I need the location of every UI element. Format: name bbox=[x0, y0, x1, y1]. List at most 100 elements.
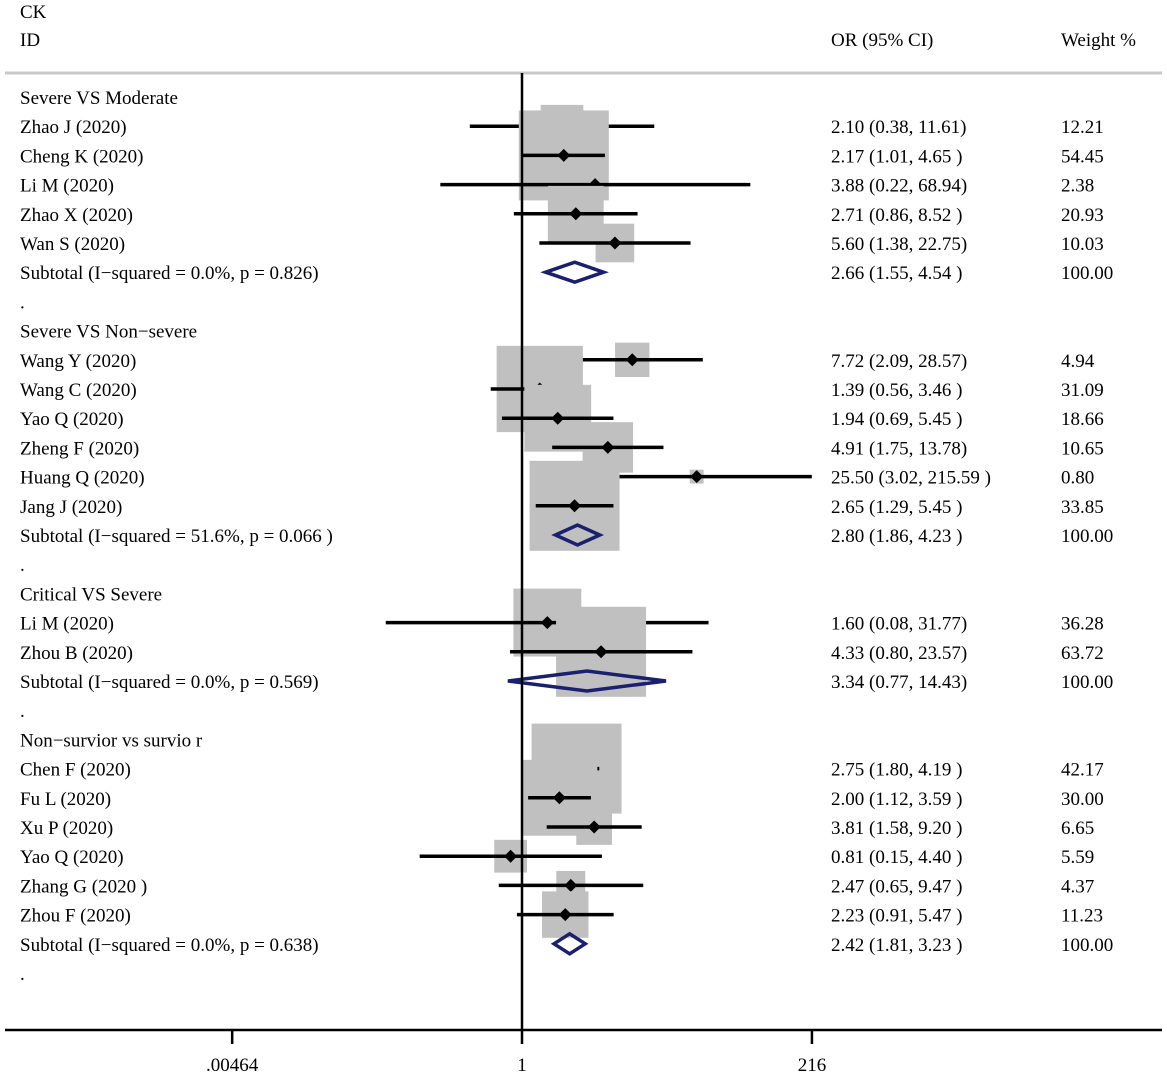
study-or-ci: 2.75 (1.80, 4.19 ) bbox=[831, 760, 962, 781]
point-estimate bbox=[551, 411, 565, 425]
study-weight: 63.72 bbox=[1061, 643, 1104, 664]
study-label: Zhou B (2020) bbox=[20, 643, 133, 664]
rows-layer: Severe VS Moderate Zhao J (2020) 2.10 (0.3… bbox=[20, 88, 1113, 985]
group-header: Non−survior vs survio r bbox=[20, 730, 203, 751]
study-weight: 36.28 bbox=[1061, 614, 1104, 635]
subtotal-diamond bbox=[550, 931, 589, 956]
study-or-ci: 1.94 (0.69, 5.45 ) bbox=[831, 409, 962, 430]
study-label: Zheng F (2020) bbox=[20, 438, 139, 459]
study-weight: 33.85 bbox=[1061, 497, 1104, 518]
study-label: Xu P (2020) bbox=[20, 818, 113, 839]
study-label: Zhang G (2020 ) bbox=[20, 876, 147, 897]
subtotal-weight: 100.00 bbox=[1061, 526, 1113, 547]
study-label: Jang J (2020) bbox=[20, 497, 122, 518]
point-estimate bbox=[568, 499, 582, 513]
x-tick-label: 1 bbox=[517, 1055, 527, 1074]
study-weight: 5.59 bbox=[1061, 847, 1094, 868]
group-separator: . bbox=[20, 964, 25, 985]
study-or-ci: 1.39 (0.56, 3.46 ) bbox=[831, 380, 962, 401]
x-tick-label: 216 bbox=[798, 1055, 827, 1074]
point-estimate bbox=[558, 908, 572, 922]
study-weight: 42.17 bbox=[1061, 760, 1104, 781]
study-weight: 10.03 bbox=[1061, 234, 1104, 255]
study-or-ci: 2.00 (1.12, 3.59 ) bbox=[831, 789, 962, 810]
study-label: Yao Q (2020) bbox=[20, 409, 124, 430]
point-estimate bbox=[557, 148, 571, 162]
study-or-ci: 2.23 (0.91, 5.47 ) bbox=[831, 906, 962, 927]
study-or-ci: 2.10 (0.38, 11.61) bbox=[831, 117, 966, 138]
group-separator: . bbox=[20, 555, 25, 576]
study-or-ci: 1.60 (0.08, 31.77) bbox=[831, 614, 967, 635]
study-weight: 2.38 bbox=[1061, 176, 1094, 197]
subtotal-or-ci: 2.42 (1.81, 3.23 ) bbox=[831, 935, 962, 956]
point-estimate bbox=[608, 236, 622, 250]
study-label: Wang Y (2020) bbox=[20, 351, 136, 372]
group-separator: . bbox=[20, 292, 25, 313]
study-label: Cheng K (2020) bbox=[20, 146, 143, 167]
study-or-ci: 2.71 (0.86, 8.52 ) bbox=[831, 205, 962, 226]
point-estimate bbox=[601, 440, 615, 454]
study-weight: 4.37 bbox=[1061, 876, 1094, 897]
subtotal-weight: 100.00 bbox=[1061, 935, 1113, 956]
study-weight: 31.09 bbox=[1061, 380, 1104, 401]
x-axis-ticks: .00464 1 216 bbox=[206, 1030, 826, 1074]
study-weight: 11.23 bbox=[1061, 906, 1103, 927]
study-label: Wan S (2020) bbox=[20, 234, 125, 255]
subtotal-or-ci: 2.66 (1.55, 4.54 ) bbox=[831, 263, 962, 284]
group-header: Severe VS Moderate bbox=[20, 88, 178, 109]
chart-title: CK bbox=[20, 2, 47, 23]
point-estimate bbox=[625, 353, 639, 367]
study-label: Li M (2020) bbox=[20, 176, 114, 197]
study-or-ci: 5.60 (1.38, 22.75) bbox=[831, 234, 967, 255]
study-weight: 12.21 bbox=[1061, 117, 1104, 138]
study-or-ci: 3.81 (1.58, 9.20 ) bbox=[831, 818, 962, 839]
study-or-ci: 0.81 (0.15, 4.40 ) bbox=[831, 847, 962, 868]
study-or-ci: 7.72 (2.09, 28.57) bbox=[831, 351, 967, 372]
study-or-ci: 2.65 (1.29, 5.45 ) bbox=[831, 497, 962, 518]
point-estimate bbox=[594, 645, 608, 659]
column-header-weight: Weight % bbox=[1061, 30, 1136, 51]
point-estimate bbox=[587, 820, 601, 834]
subtotal-diamond bbox=[551, 523, 605, 547]
study-weight: 54.45 bbox=[1061, 146, 1104, 167]
study-label: Yao Q (2020) bbox=[20, 847, 124, 868]
study-weight: 20.93 bbox=[1061, 205, 1104, 226]
subtotal-diamond bbox=[540, 260, 609, 285]
study-label: Zhao X (2020) bbox=[20, 205, 133, 226]
study-or-ci: 2.47 (0.65, 9.47 ) bbox=[831, 876, 962, 897]
study-label: Chen F (2020) bbox=[20, 760, 131, 781]
study-or-ci: 4.91 (1.75, 13.78) bbox=[831, 438, 967, 459]
study-label: Fu L (2020) bbox=[20, 789, 111, 810]
study-label: Zhou F (2020) bbox=[20, 906, 131, 927]
subtotal-weight: 100.00 bbox=[1061, 263, 1113, 284]
group-separator: . bbox=[20, 701, 25, 722]
point-estimate bbox=[552, 791, 566, 805]
x-tick-label: .00464 bbox=[206, 1055, 259, 1074]
subtotal-label: Subtotal (I−squared = 0.0%, p = 0.638) bbox=[20, 935, 319, 956]
group-header: Critical VS Severe bbox=[20, 584, 162, 605]
point-estimate bbox=[564, 878, 578, 892]
study-or-ci: 25.50 (3.02, 215.59 ) bbox=[831, 468, 991, 489]
study-weight: 18.66 bbox=[1061, 409, 1104, 430]
study-label: Wang C (2020) bbox=[20, 380, 137, 401]
point-estimate bbox=[690, 470, 704, 484]
point-estimate bbox=[504, 849, 518, 863]
group-header: Severe VS Non−severe bbox=[20, 322, 197, 343]
point-estimate bbox=[540, 616, 554, 630]
study-label: Zhao J (2020) bbox=[20, 117, 127, 138]
study-or-ci: 4.33 (0.80, 23.57) bbox=[831, 643, 967, 664]
subtotal-label: Subtotal (I−squared = 0.0%, p = 0.569) bbox=[20, 672, 319, 693]
subtotal-label: Subtotal (I−squared = 0.0%, p = 0.826) bbox=[20, 263, 319, 284]
study-weight: 4.94 bbox=[1061, 351, 1095, 372]
study-label: Li M (2020) bbox=[20, 614, 114, 635]
study-label: Huang Q (2020) bbox=[20, 468, 145, 489]
point-estimate bbox=[569, 207, 583, 221]
column-header-or: OR (95% CI) bbox=[831, 30, 933, 51]
study-weight: 10.65 bbox=[1061, 438, 1104, 459]
study-or-ci: 3.88 (0.22, 68.94) bbox=[831, 176, 967, 197]
subtotal-or-ci: 3.34 (0.77, 14.43) bbox=[831, 672, 967, 693]
subtotal-label: Subtotal (I−squared = 51.6%, p = 0.066 ) bbox=[20, 526, 333, 547]
study-weight: 30.00 bbox=[1061, 789, 1104, 810]
subtotal-weight: 100.00 bbox=[1061, 672, 1113, 693]
